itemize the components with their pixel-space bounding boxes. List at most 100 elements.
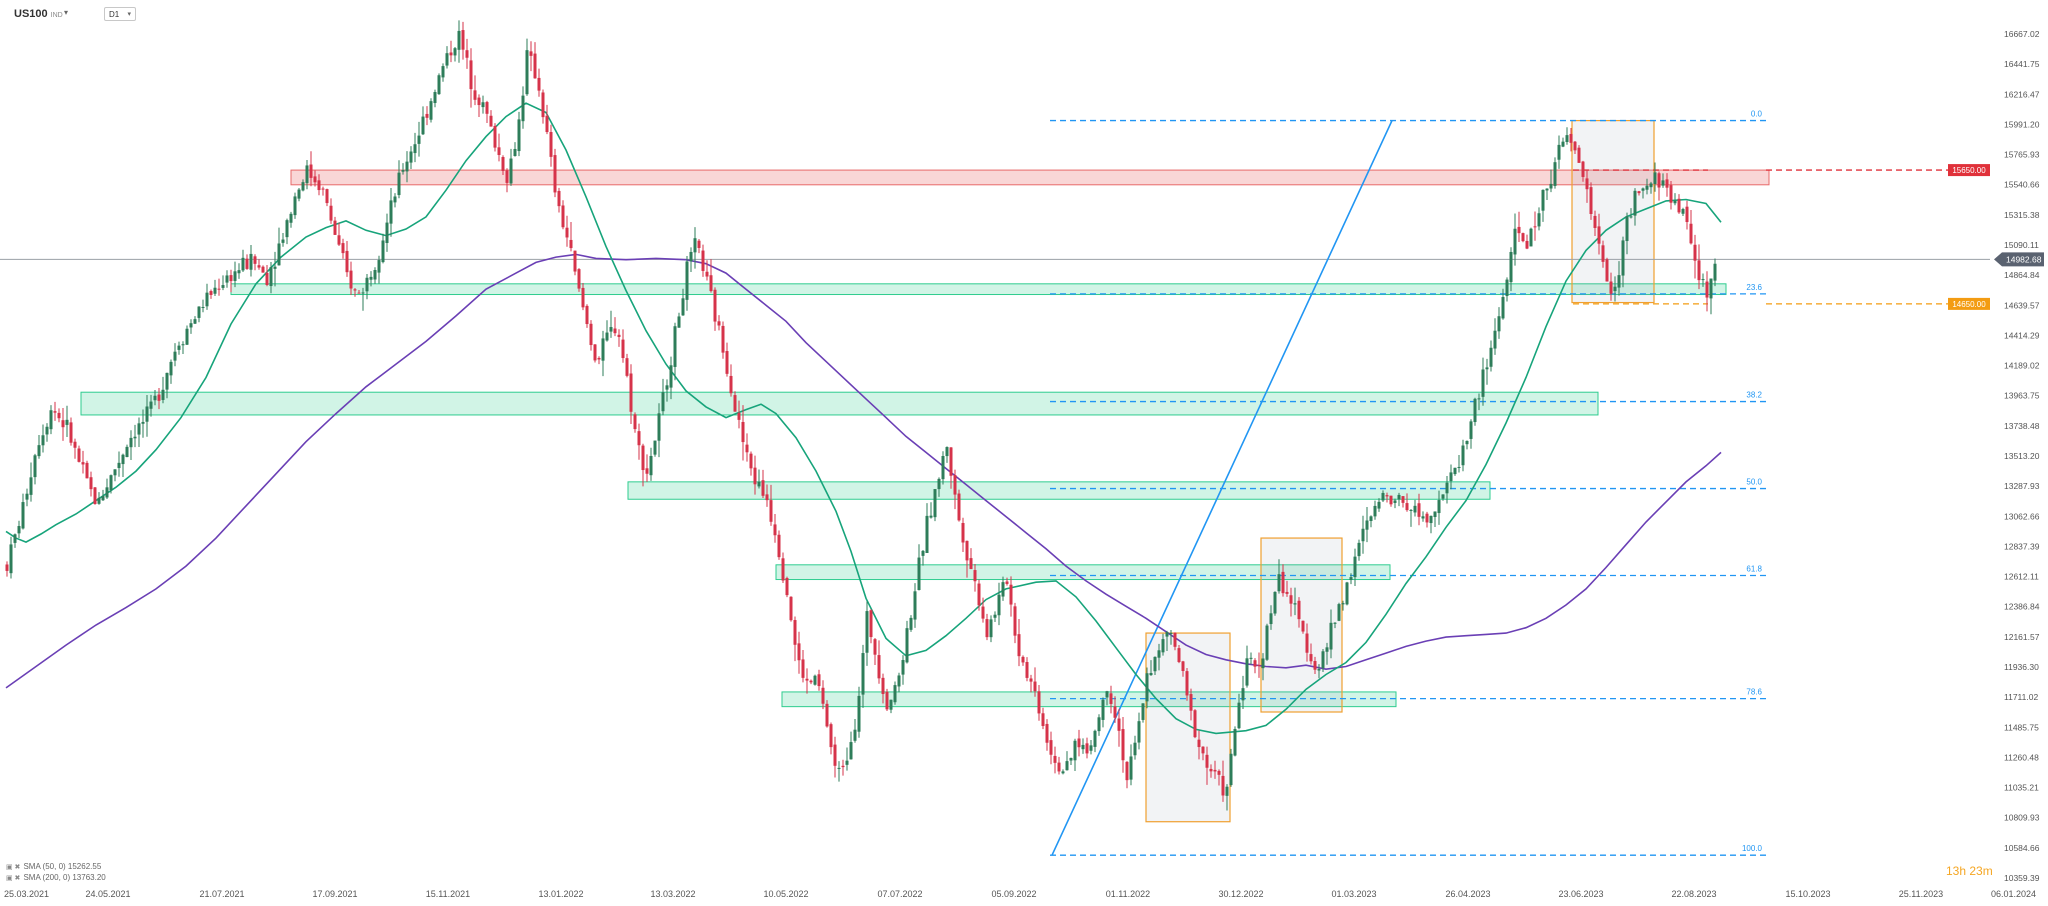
candle-body-264 [1061,771,1065,774]
candle-body-236 [949,447,953,476]
candle-body-124 [501,157,505,171]
candle-body-179 [721,325,725,353]
eye-icon[interactable]: ▣ ✖ [6,875,21,882]
legend-sma200[interactable]: ▣ ✖ SMA (200, 0) 13763.20 [6,873,106,882]
candle-body-354 [1421,516,1425,519]
candle-body-370 [1485,367,1489,370]
candle-body-137 [553,155,557,193]
candle-body-250 [1005,581,1009,584]
x-tick-label: 15.11.2021 [426,889,470,899]
candle-body-299 [1201,746,1205,754]
candle-body-116 [469,60,473,90]
y-tick-label: 12837.39 [2004,541,2040,551]
candle-body-201 [809,680,813,683]
candle-body-307 [1233,729,1237,756]
y-tick-label: 12612.11 [2004,572,2039,582]
candle-body-173 [697,240,701,248]
candle-body-132 [533,53,537,79]
candle-body-153 [617,334,621,337]
candle-body-176 [709,275,713,292]
candle-body-302 [1213,769,1217,772]
candle-body-144 [581,287,585,308]
candle-body-355 [1425,513,1429,523]
candle-body-245 [985,619,989,638]
eye-icon[interactable]: ▣ ✖ [6,864,21,871]
candle-body-386 [1549,183,1553,189]
candle-body-409 [1641,188,1645,191]
candle-body-134 [541,92,545,118]
candle-body-416 [1669,185,1673,203]
x-tick-label: 10.05.2022 [763,889,808,899]
y-tick-label: 14414.29 [2004,330,2040,340]
candle-body-312 [1253,660,1257,667]
candle-body-217 [873,639,877,655]
candle-body-103 [417,135,421,144]
candle-body-106 [429,101,433,120]
candle-body-308 [1237,702,1241,729]
candle-body-180 [725,351,729,374]
candle-body-88 [357,292,361,294]
candle-body-412 [1653,172,1657,185]
candle-body-187 [753,467,757,485]
candle-body-82 [333,220,337,235]
candle-body-150 [605,332,609,341]
candle-body-352 [1413,505,1417,513]
candle-body-232 [933,489,937,518]
candle-body-159 [641,445,645,471]
candle-body-269 [1081,744,1085,750]
candle-body-358 [1437,500,1441,514]
candle-body-287 [1153,656,1157,672]
candle-body-158 [637,431,641,446]
candle-body-261 [1049,740,1053,755]
candle-body-192 [773,524,777,536]
candle-body-371 [1489,347,1493,367]
candle-body-222 [893,685,897,703]
timeframe-dropdown[interactable]: D1 ▾ [104,7,136,21]
candle-body-175 [705,271,709,277]
y-tick-label: 15765.93 [2004,150,2040,160]
candle-body-310 [1245,658,1249,686]
candle-body-372 [1493,330,1497,349]
candle-body-293 [1177,648,1181,663]
candle-body-41 [169,361,173,376]
legend-sma50[interactable]: ▣ ✖ SMA (50, 0) 15262.55 [6,862,101,871]
candle-body-290 [1165,632,1169,637]
candle-body-125 [505,170,509,183]
candle-body-162 [653,440,657,455]
candle-body-61 [249,253,253,270]
candle-body-373 [1497,316,1501,332]
candle-body-203 [817,674,821,687]
candle-body-53 [217,288,221,290]
candle-body-30 [125,446,129,458]
candle-body-76 [309,164,313,178]
candle-body-283 [1137,721,1141,743]
candle-body-298 [1197,739,1201,748]
candle-body-152 [613,328,617,334]
candle-body-24 [101,496,105,501]
candle-body-169 [681,298,685,316]
candle-body-342 [1373,505,1377,517]
candle-body-363 [1457,466,1461,468]
candle-body-334 [1341,603,1345,605]
candle-body-328 [1317,669,1321,671]
chevron-down-icon[interactable]: ▾ [64,8,69,17]
candle-body-191 [769,500,773,522]
candle-body-309 [1241,688,1245,701]
symbol-selector[interactable]: US100 IND [14,8,63,20]
candle-body-63 [257,265,261,268]
candle-body-178 [717,321,721,326]
candle-body-364 [1461,445,1465,466]
candle-body-34 [141,421,145,424]
consolidation-box-2 [1571,119,1655,304]
current-price-label: 14982.68 [2006,254,2042,264]
candle-body-69 [281,239,285,243]
fib-level-label-5: 78.6 [1746,688,1762,697]
candle-body-48 [197,306,201,318]
candle-body-182 [733,395,737,412]
candle-body-300 [1205,754,1209,768]
candle-body-127 [513,148,517,157]
candle-body-274 [1101,699,1105,720]
candle-body-29 [121,454,125,465]
candle-body-291 [1169,632,1173,634]
